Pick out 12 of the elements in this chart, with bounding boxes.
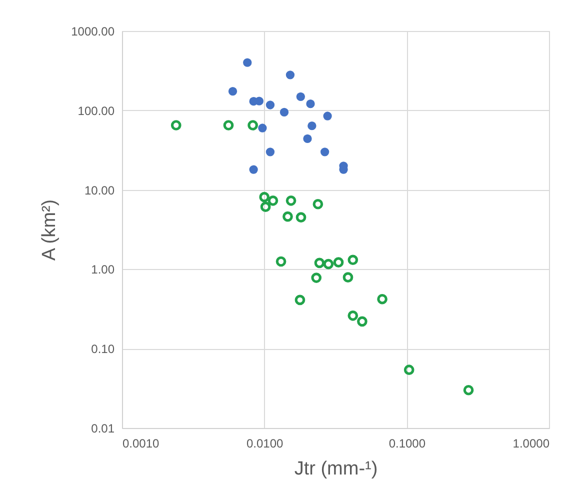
- y-tick-label: 10.00: [84, 183, 115, 198]
- x-tick-label: 0.0010: [122, 436, 160, 450]
- x-axis-title: Jtr (mm-¹): [294, 458, 378, 480]
- y-tick-label: 1000.00: [71, 24, 115, 38]
- x-tick-label: 0.1000: [388, 436, 426, 450]
- y-tick-label: 0.10: [91, 342, 115, 356]
- y-tick-label: 1.00: [91, 262, 115, 277]
- y-axis-title: A (km²): [39, 199, 60, 261]
- y-tick-label: 100.00: [78, 104, 115, 118]
- x-tick-label: 1.0000: [512, 436, 550, 450]
- x-tick-label: 0.0100: [246, 436, 284, 450]
- y-tick-label: 0.01: [91, 422, 115, 436]
